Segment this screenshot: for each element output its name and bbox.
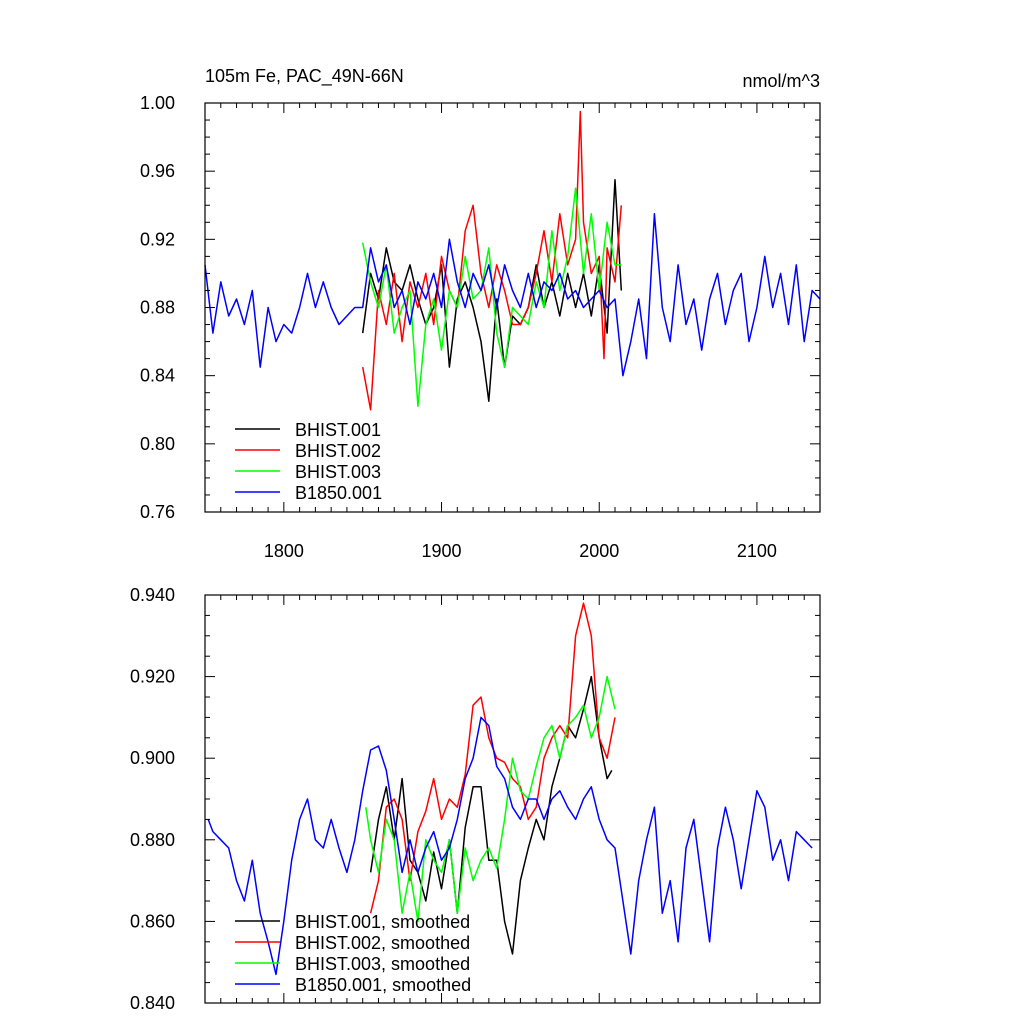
top-y-tick-label: 0.92 [140,229,175,249]
bottom-series-line-3 [365,675,616,923]
bottom-y-tick-label: 0.860 [130,911,175,931]
bottom-y-tick-label: 0.900 [130,748,175,768]
bottom-plot-lines [207,602,813,976]
bottom-y-tick-label: 0.940 [130,585,175,605]
top-plot-lines [204,110,821,411]
top-legend-label-2: BHIST.002 [295,441,381,461]
top-legend-label-1: BHIST.001 [295,420,381,440]
bottom-axes: 0.840 0.860 0.880 0.900 0.920 0.940 [130,585,821,1013]
top-y-tick-label: 0.80 [140,434,175,454]
top-y-tick-label: 0.76 [140,502,175,522]
top-y-tick-label: 0.84 [140,366,175,386]
bottom-chart-panel: 0.840 0.860 0.880 0.900 0.920 0.940 BHIST.001… [130,585,821,1013]
top-series-line-1 [361,178,623,402]
bottom-legend-label-2: BHIST.002, smoothed [295,933,470,953]
top-series-line-4 [204,213,821,377]
top-chart-units: nmol/m^3 [743,71,820,91]
top-chart-panel: 105m Fe, PAC_49N-66N nmol/m^3 0.760.800.… [140,66,821,561]
top-axes: 0.76 0.80 0.84 0.88 0.92 0.96 1.00 1800 1900 2000… [140,93,821,561]
top-x-tick-label: 1900 [422,541,462,561]
bottom-y-tick-label: 0.840 [130,993,175,1013]
bottom-legend-label-4: B1850.001, smoothed [295,975,471,995]
bottom-legend-label-3: BHIST.003, smoothed [295,954,470,974]
top-y-tick-label: 1.00 [140,93,175,113]
top-legend-label-4: B1850.001 [295,483,382,503]
top-x-tick-label: 2000 [579,541,619,561]
top-chart-title: 105m Fe, PAC_49N-66N [205,66,404,87]
top-x-tick-label: 2100 [737,541,777,561]
bottom-series-line-4 [207,716,813,976]
top-x-tick-label: 1800 [264,541,304,561]
bottom-legend-label-1: BHIST.001, smoothed [295,912,470,932]
bottom-y-tick-label: 0.880 [130,830,175,850]
bottom-y-tick-label: 0.920 [130,667,175,687]
top-y-tick-label: 0.88 [140,298,175,318]
top-y-tick-label: 0.96 [140,161,175,181]
top-series-line-3 [361,187,622,408]
top-legend-label-3: BHIST.003 [295,462,381,482]
